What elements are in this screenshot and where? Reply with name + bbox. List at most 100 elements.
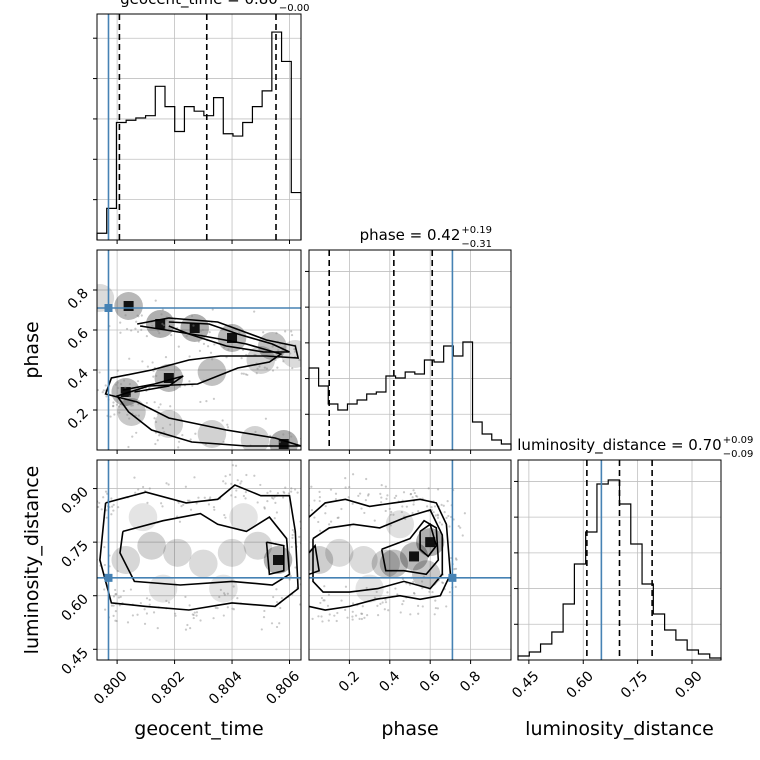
sample-point [412, 489, 415, 492]
sample-point [260, 628, 263, 631]
sample-point [114, 619, 117, 622]
sample-point [344, 477, 347, 480]
sample-point [266, 500, 269, 503]
sample-point [161, 322, 164, 325]
sample-point [408, 583, 412, 586]
sample-point [112, 404, 115, 407]
sample-point [380, 483, 383, 487]
sample-point [213, 343, 216, 346]
sample-point [136, 613, 139, 616]
sample-point [169, 423, 172, 426]
ytick-label-luminosity_distance: 0.60 [58, 591, 91, 624]
density-peak [120, 387, 131, 397]
sample-point [275, 625, 279, 629]
sample-point [98, 501, 101, 505]
sample-point [97, 505, 100, 509]
sample-point [265, 367, 269, 370]
sample-point [165, 482, 168, 485]
sample-point [373, 519, 376, 522]
sample-point [433, 613, 436, 616]
hist-title-luminosity_distance: luminosity_distance = 0.70 [517, 436, 721, 455]
sample-point [254, 430, 257, 433]
sample-point [192, 616, 195, 620]
sample-point [125, 327, 129, 331]
sample-point [245, 473, 248, 477]
sample-point [109, 415, 112, 418]
sample-point [93, 474, 95, 476]
sample-point [111, 505, 114, 508]
sample-point [319, 601, 322, 605]
sample-point [227, 348, 230, 351]
sample-point [192, 324, 195, 327]
sample-point [193, 611, 196, 614]
sample-point [270, 496, 274, 499]
sample-point [461, 534, 464, 537]
sample-point [400, 510, 403, 514]
sample-point [112, 614, 115, 617]
sample-point [145, 597, 149, 600]
sample-point [129, 588, 133, 591]
sample-point [329, 520, 333, 523]
sample-point [426, 505, 429, 508]
sample-point [417, 509, 420, 513]
sample-point [128, 382, 131, 386]
sample-point [148, 487, 151, 490]
sample-point [280, 596, 283, 600]
xtick-label-geocent_time: 0.802 [149, 668, 189, 708]
sample-point [288, 432, 291, 435]
ytick-label-phase: 0.4 [65, 365, 92, 392]
sample-point [103, 546, 106, 549]
histogram-phase [308, 341, 512, 450]
sample-point [112, 503, 115, 507]
sample-point [411, 511, 414, 515]
hist-title-phase: phase = 0.42 [360, 226, 461, 244]
sample-point [409, 492, 413, 496]
sample-point [184, 485, 187, 488]
sample-point [207, 503, 211, 506]
sample-point [117, 386, 120, 390]
sample-point [179, 385, 182, 388]
density-cell [240, 426, 270, 450]
sample-point [153, 401, 156, 404]
sample-point [290, 330, 293, 333]
sample-point [263, 366, 266, 369]
sample-point [131, 614, 134, 617]
sample-point [305, 540, 307, 542]
sample-point [351, 610, 354, 613]
sample-point [226, 606, 229, 609]
sample-point [273, 517, 276, 520]
sample-point [137, 315, 140, 318]
sample-point [436, 514, 440, 517]
sample-point [165, 319, 168, 322]
sample-point [158, 332, 161, 335]
sample-point [188, 380, 191, 383]
sample-point [311, 617, 314, 620]
sample-point [291, 536, 294, 540]
sample-point [276, 492, 280, 495]
sample-point [272, 595, 275, 599]
sample-point [375, 590, 378, 594]
sample-point [351, 473, 355, 476]
density-peak [273, 555, 284, 565]
hist-frame-geocent_time [96, 13, 302, 241]
sample-point [191, 384, 194, 387]
sample-point [114, 588, 117, 592]
sample-point [274, 501, 277, 505]
sample-point [383, 608, 386, 611]
sample-point [401, 603, 404, 606]
sample-point [189, 438, 192, 441]
sample-point [164, 326, 167, 330]
truth-marker-geocent_time-vs-phase [104, 304, 113, 312]
sample-point [394, 587, 397, 590]
contour-geocent_time-vs-phase [104, 317, 301, 447]
sample-point [131, 435, 134, 438]
sample-point [381, 601, 384, 604]
sample-point [322, 599, 325, 602]
sample-point [306, 608, 308, 610]
sample-point [208, 331, 211, 334]
sample-point [118, 411, 121, 414]
sample-point [223, 592, 226, 595]
sample-point [256, 367, 259, 370]
sample-point [234, 495, 237, 499]
yaxis-label-luminosity_distance: luminosity_distance [21, 466, 43, 655]
